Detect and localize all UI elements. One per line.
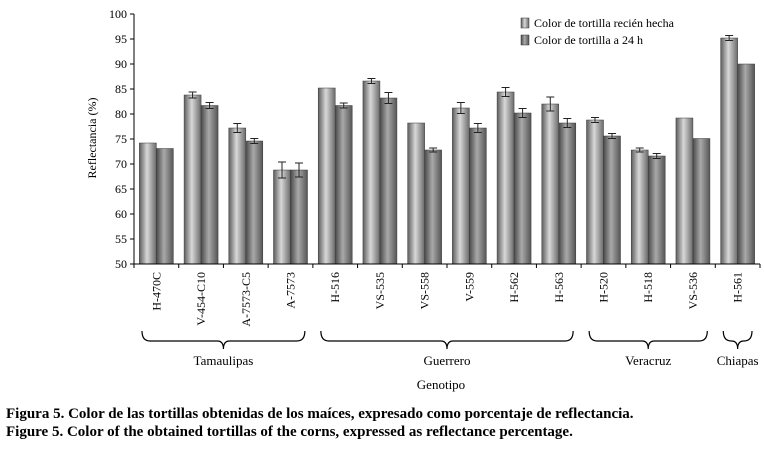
- bar-H-520-series-1: [586, 119, 604, 265]
- bar-H-563-series-1: [541, 103, 560, 265]
- x-tick-label: H-516: [328, 272, 342, 303]
- x-tick-label: V-454-C10: [194, 272, 208, 326]
- x-tick-label: H-470C: [149, 272, 163, 311]
- y-tick-label: 90: [115, 57, 127, 71]
- bar-A-7573-series-2: [290, 169, 308, 265]
- y-tick-label: 60: [115, 207, 127, 221]
- x-tick-label: A-7573-C5: [239, 272, 253, 327]
- bar-A-7573-C5-series-2: [245, 140, 264, 265]
- legend-label-series-2: Color de tortilla a 24 h: [534, 33, 643, 47]
- bar-H-470C-series-1: [139, 142, 157, 265]
- brace-Chiapas: [722, 330, 753, 350]
- legend-swatch-series-2: [520, 34, 530, 46]
- bar-H-562-series-2: [513, 112, 532, 265]
- x-tick-label: H-518: [641, 272, 655, 303]
- bar-VS-558-series-1: [407, 122, 425, 265]
- brace-Tamaulipas: [141, 330, 306, 350]
- bar-VS-535-series-2: [379, 97, 398, 265]
- bar-H-520-series-2: [603, 135, 621, 265]
- bar-VS-536-series-2: [692, 138, 711, 265]
- group-label: Tamaulipas: [194, 353, 254, 368]
- bar-H-516-series-1: [317, 87, 336, 265]
- y-tick-label: 85: [115, 82, 127, 96]
- reflectance-bar-chart: 50 55 60 65 70 75 80 85 90 95 100 H-470C V-454-C10 A…: [85, 7, 761, 392]
- figure-caption-english: Figure 5. Color of the obtained tortilla…: [6, 424, 573, 440]
- brace-Veracruz: [588, 330, 708, 350]
- y-tick-label: 50: [115, 257, 127, 271]
- x-tick-label: H-520: [597, 272, 611, 303]
- bar-H-470C-series-2: [156, 148, 174, 265]
- bar-V-559-series-2: [469, 127, 487, 265]
- region-groups: Tamaulipas Guerrero Veracruz Chiapas: [141, 330, 759, 368]
- x-tick-label: VS-536: [686, 272, 700, 309]
- y-tick-label: 100: [109, 7, 127, 21]
- x-tick-label: V-559: [462, 272, 476, 302]
- y-tick-label: 65: [115, 182, 127, 196]
- figure-caption-spanish: Figura 5. Color de las tortillas obtenid…: [6, 406, 634, 422]
- y-tick-label: 55: [115, 232, 127, 246]
- x-axis-label: Genotipo: [417, 377, 465, 392]
- y-axis-label: Reflectancia (%): [85, 98, 99, 179]
- bar-VS-558-series-2: [424, 149, 442, 265]
- bars-layer: [139, 35, 755, 265]
- y-tick-label: 95: [115, 32, 127, 46]
- x-tick-label: A-7573: [284, 272, 298, 309]
- bar-A-7573-series-1: [273, 169, 291, 265]
- y-axis: 50 55 60 65 70 75 80 85 90 95 100: [109, 7, 135, 271]
- bar-A-7573-C5-series-1: [228, 127, 247, 265]
- legend: Color de tortilla recién hecha Color de …: [520, 16, 675, 47]
- x-tick-label: VS-558: [418, 272, 432, 309]
- legend-swatch-series-1: [520, 17, 530, 29]
- y-tick-label: 80: [115, 107, 127, 121]
- group-label: Veracruz: [625, 353, 671, 368]
- legend-label-series-1: Color de tortilla recién hecha: [534, 16, 675, 30]
- x-tick-label: H-563: [552, 272, 566, 303]
- x-tick-label: H-562: [507, 272, 521, 303]
- x-axis: H-470C V-454-C10 A-7573-C5 A-7573 H-516 VS-53…: [133, 263, 761, 327]
- brace-Guerrero: [320, 330, 574, 350]
- bar-H-518-series-1: [630, 149, 649, 265]
- x-tick-label: VS-535: [373, 272, 387, 309]
- bar-VS-535-series-1: [362, 80, 381, 265]
- group-label: Chiapas: [717, 353, 759, 368]
- y-tick-label: 70: [115, 157, 127, 171]
- bar-H-562-series-1: [496, 91, 515, 265]
- bar-V-559-series-1: [452, 107, 470, 265]
- x-tick-label: H-561: [731, 272, 745, 303]
- bar-VS-536-series-1: [675, 117, 694, 265]
- bar-H-516-series-2: [334, 105, 353, 265]
- bar-V-454-C10-series-1: [183, 94, 202, 265]
- bar-V-454-C10-series-2: [200, 105, 219, 265]
- bar-H-518-series-2: [647, 155, 666, 265]
- y-tick-label: 75: [115, 132, 127, 146]
- bar-H-561-series-1: [720, 37, 738, 265]
- bar-H-563-series-2: [558, 122, 577, 265]
- bar-H-561-series-2: [737, 63, 755, 265]
- group-label: Guerrero: [424, 353, 471, 368]
